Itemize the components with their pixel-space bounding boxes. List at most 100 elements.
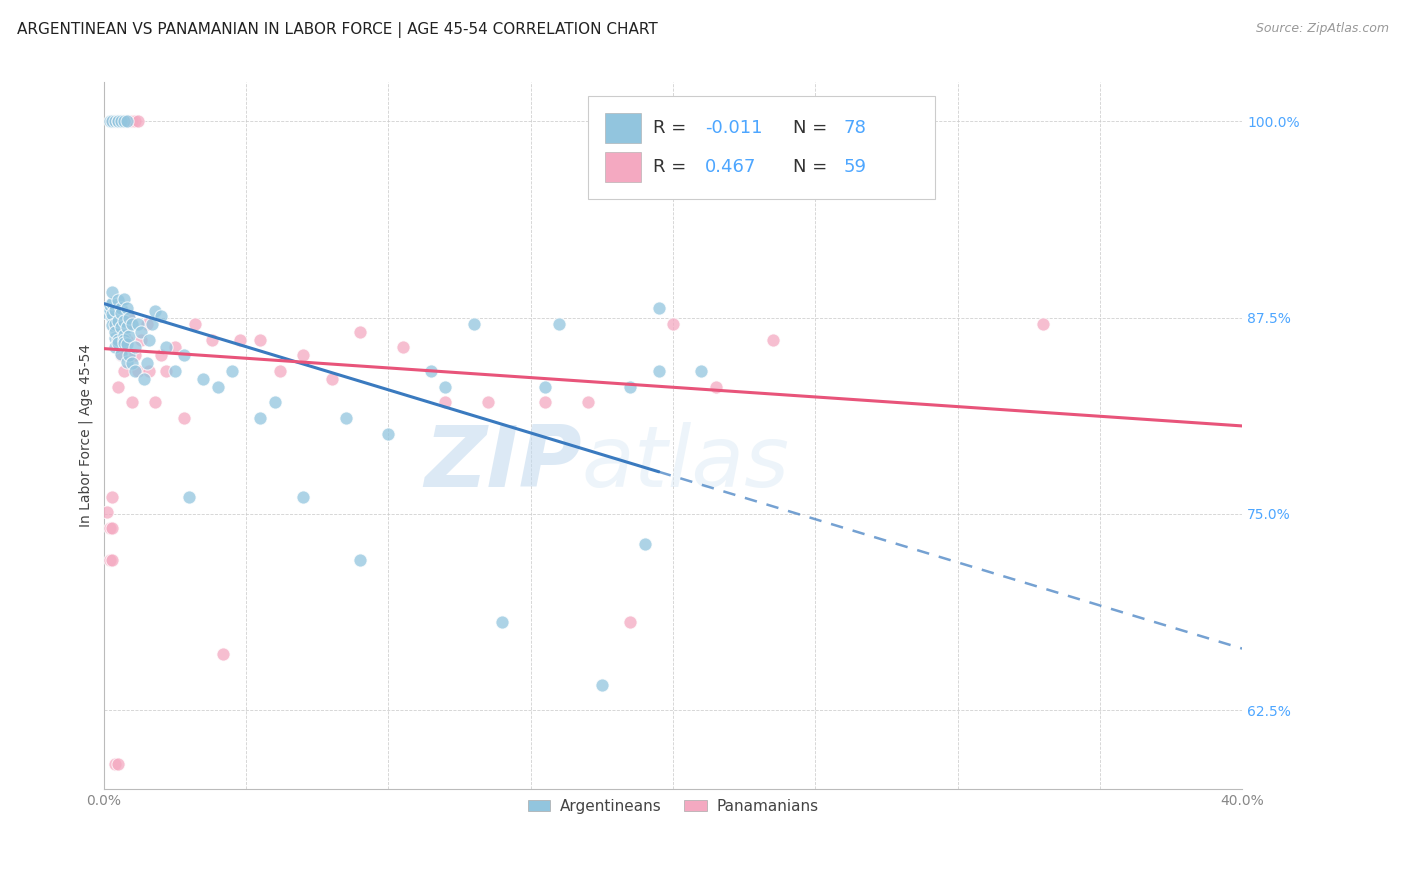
Point <box>1032 317 1054 331</box>
Point <box>149 348 172 362</box>
Point <box>101 296 124 310</box>
Point <box>110 348 132 362</box>
Point <box>115 354 138 368</box>
Text: N =: N = <box>793 119 832 136</box>
Point <box>249 333 271 347</box>
Point <box>163 340 186 354</box>
Point <box>112 292 135 306</box>
Point <box>163 364 186 378</box>
Point <box>112 364 135 378</box>
Point <box>292 348 315 362</box>
Point <box>118 329 141 343</box>
Point <box>112 333 135 347</box>
Point <box>377 426 399 441</box>
Point <box>118 348 141 362</box>
Point <box>101 521 124 535</box>
Point <box>118 114 141 128</box>
Point <box>110 301 132 315</box>
Point <box>112 114 135 128</box>
Point <box>107 756 129 771</box>
Point <box>591 678 613 692</box>
Point <box>110 114 132 128</box>
Point <box>149 309 172 323</box>
Point <box>118 309 141 323</box>
Point <box>619 615 641 630</box>
Point <box>619 380 641 394</box>
Point <box>391 340 413 354</box>
Point <box>124 340 146 354</box>
Point <box>127 317 149 331</box>
Point <box>132 372 155 386</box>
Point <box>104 340 127 354</box>
Point <box>98 552 121 566</box>
Point <box>101 307 124 321</box>
Point <box>101 490 124 504</box>
Text: R =: R = <box>652 119 692 136</box>
Point <box>321 372 343 386</box>
Point <box>115 320 138 334</box>
Point <box>115 317 138 331</box>
Point <box>576 395 599 409</box>
Text: N =: N = <box>793 158 832 176</box>
Point <box>101 114 124 128</box>
Point <box>104 325 127 339</box>
Text: atlas: atlas <box>582 422 790 505</box>
Point <box>269 364 291 378</box>
Point <box>107 335 129 350</box>
Point <box>101 310 124 325</box>
Point <box>110 114 132 128</box>
Point <box>207 380 229 394</box>
Point <box>173 348 195 362</box>
Text: 0.467: 0.467 <box>704 158 756 176</box>
Point <box>648 301 671 315</box>
Text: 78: 78 <box>844 119 866 136</box>
Point <box>534 380 557 394</box>
Point <box>212 647 235 661</box>
Point <box>143 304 166 318</box>
Point <box>201 333 224 347</box>
Point <box>112 335 135 350</box>
Text: ARGENTINEAN VS PANAMANIAN IN LABOR FORCE | AGE 45-54 CORRELATION CHART: ARGENTINEAN VS PANAMANIAN IN LABOR FORCE… <box>17 22 658 38</box>
Point <box>112 327 135 342</box>
Text: R =: R = <box>652 158 692 176</box>
Point <box>704 380 727 394</box>
FancyBboxPatch shape <box>588 96 935 199</box>
Point <box>229 333 252 347</box>
Text: 59: 59 <box>844 158 866 176</box>
Point <box>104 114 127 128</box>
Point <box>292 490 315 504</box>
Point <box>115 301 138 315</box>
Point <box>101 285 124 300</box>
FancyBboxPatch shape <box>605 152 641 182</box>
Point <box>101 552 124 566</box>
Point <box>101 114 124 128</box>
Point <box>115 337 138 351</box>
Point <box>143 395 166 409</box>
Point <box>141 317 163 331</box>
Point <box>129 333 152 347</box>
Point <box>477 395 499 409</box>
Point <box>115 114 138 128</box>
Point <box>98 302 121 317</box>
Point <box>155 340 177 354</box>
Point <box>101 318 124 333</box>
Point <box>179 490 201 504</box>
Point <box>263 395 285 409</box>
Point <box>104 756 127 771</box>
Point <box>124 364 146 378</box>
Point <box>124 114 146 128</box>
Point <box>115 114 138 128</box>
Point <box>121 395 143 409</box>
Text: ZIP: ZIP <box>425 422 582 505</box>
Point <box>633 537 655 551</box>
Point <box>98 298 121 312</box>
Point <box>110 320 132 334</box>
Point <box>463 317 485 331</box>
Point <box>138 333 160 347</box>
Point <box>138 364 160 378</box>
Point <box>491 615 513 630</box>
Point <box>762 333 785 347</box>
Point <box>184 317 207 331</box>
Point <box>98 114 121 128</box>
Point <box>173 411 195 425</box>
